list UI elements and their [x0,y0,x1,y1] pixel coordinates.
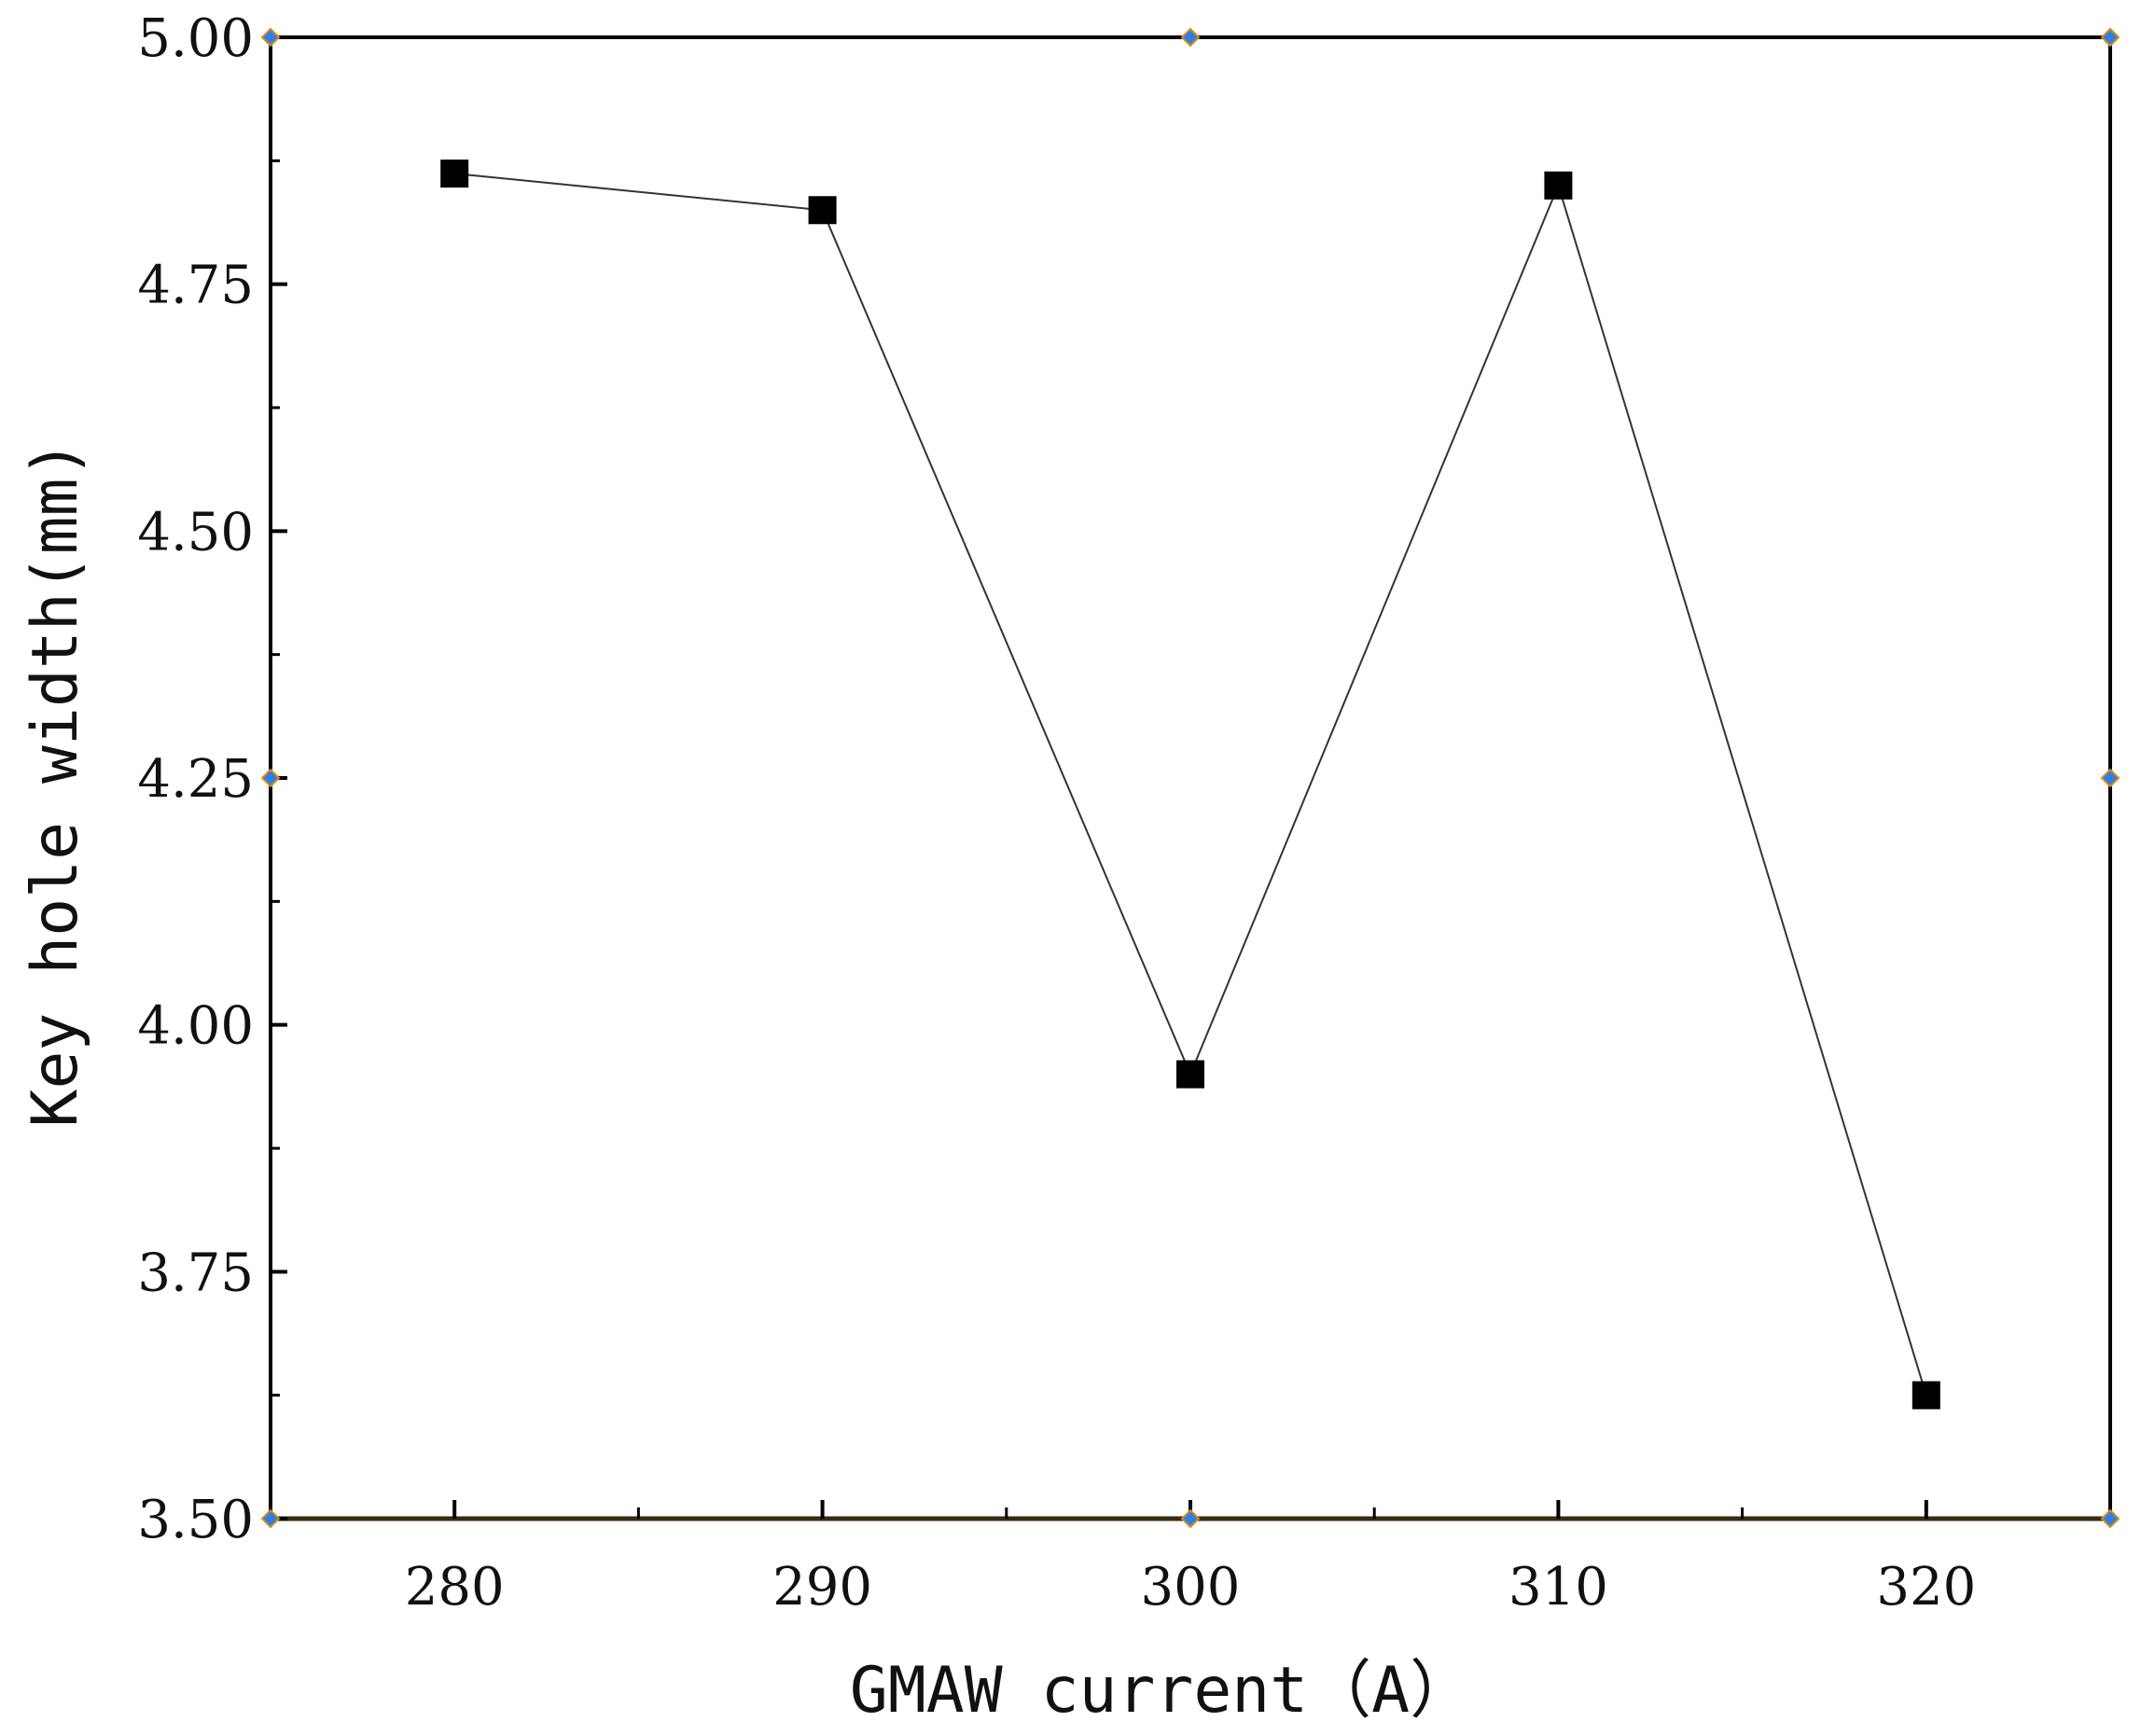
frame-anchor-marker [260,768,281,788]
data-point [1544,171,1573,200]
x-tick-label: 320 [1876,1557,1976,1618]
y-tick-label: 3.75 [137,1243,254,1303]
x-tick-label: 290 [772,1557,872,1618]
frame-anchor-marker [2100,27,2120,48]
series-line [454,173,1927,1396]
data-point [1912,1381,1940,1410]
frame-anchor-marker [1180,1508,1201,1529]
series-layer [440,160,1940,1410]
frame-anchor-marker [260,27,281,48]
frame-anchor-marker [2100,1508,2120,1529]
frame-anchor-marker [1180,27,1201,48]
frame-anchor-marker [2100,768,2120,788]
data-point [440,160,469,188]
y-tick-label: 3.50 [137,1490,254,1550]
y-tick-label: 4.00 [137,996,254,1057]
axes: 3.50 3.75 4.00 4.25 4.50 4.75 5.00 280 290 300 310… [137,8,2120,1618]
x-axis-title: GMAW current（A） [850,1654,1473,1728]
axis-labels: GMAW current（A） Key hole width(mm) [19,440,1473,1728]
x-tick-label: 310 [1508,1557,1608,1618]
plot-frame [269,35,2112,1521]
data-point [1176,1060,1204,1089]
y-tick-label: 5.00 [137,8,254,69]
y-tick-label: 4.75 [137,256,254,316]
y-axis-title: Key hole width(mm) [19,440,92,1128]
frame-anchor-marker [260,1508,281,1529]
data-point [808,196,837,225]
x-tick-label: 280 [405,1557,505,1618]
x-tick-label: 300 [1141,1557,1241,1618]
y-tick-label: 4.25 [137,749,254,810]
y-tick-label: 4.50 [137,502,254,562]
